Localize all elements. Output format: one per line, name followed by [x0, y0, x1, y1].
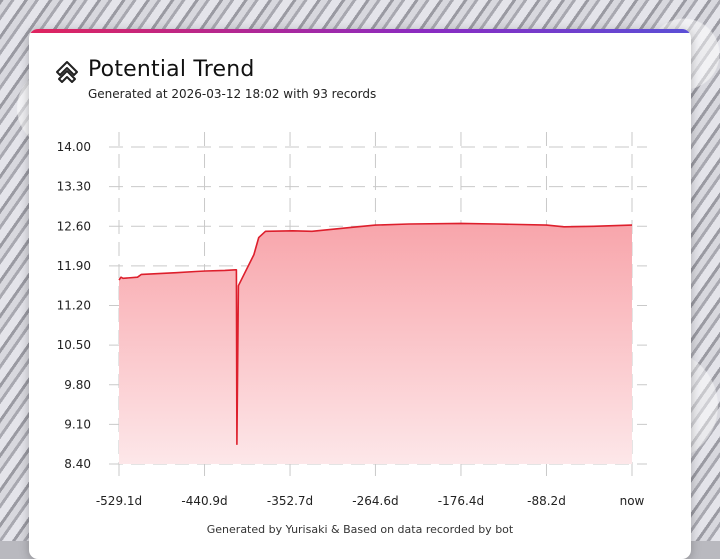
trend-chart: 14.00 13.30 12.60 11.90 11.20 10.50 9.80 9.10 8.… [57, 132, 647, 508]
y-tick-label: 10.50 [57, 338, 91, 352]
x-tick-label: -88.2d [527, 494, 566, 508]
x-tick-label: -264.6d [352, 494, 398, 508]
card-accent-bar [29, 29, 691, 33]
y-tick-label: 12.60 [57, 219, 91, 233]
y-tick-label: 8.40 [64, 457, 91, 471]
x-tick-label: now [620, 494, 645, 508]
y-tick-label: 11.20 [57, 299, 91, 313]
potential-trend-card: Potential Trend Generated at 2026-03-12 … [29, 29, 691, 559]
footer-credit: Generated by Yurisaki & Based on data re… [206, 523, 514, 536]
y-tick-label: 14.00 [57, 140, 91, 154]
series-line [118, 222, 633, 445]
y-tick-label: 9.10 [64, 417, 91, 431]
series-area-fill [119, 223, 632, 464]
page-title: Potential Trend [88, 57, 255, 82]
y-tick-label: 13.30 [57, 180, 91, 194]
chart-area-layer [118, 222, 633, 464]
x-tick-label: -352.7d [267, 494, 313, 508]
generated-info: Generated at 2026-03-12 18:02 with 93 re… [88, 87, 377, 101]
y-tick-label: 11.90 [57, 259, 91, 273]
x-tick-label: -529.1d [96, 494, 142, 508]
x-tick-label: -176.4d [438, 494, 484, 508]
layered-chevron-up-icon [56, 61, 78, 83]
chart-axis-labels: 14.00 13.30 12.60 11.90 11.20 10.50 9.80 9.10 8.… [57, 140, 645, 508]
y-tick-label: 9.80 [64, 378, 91, 392]
x-tick-label: -440.9d [181, 494, 227, 508]
